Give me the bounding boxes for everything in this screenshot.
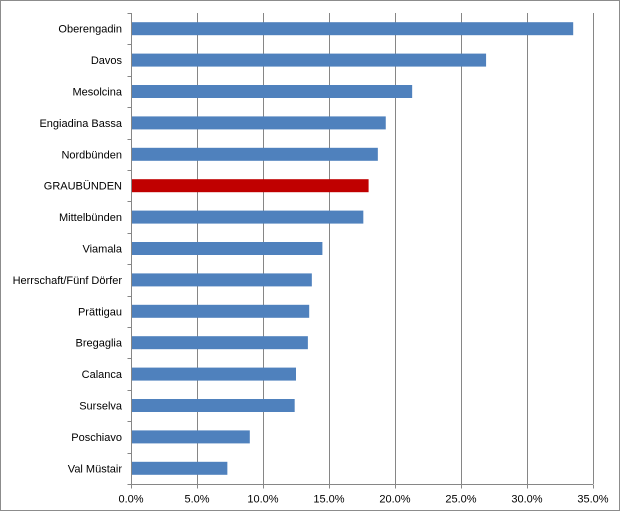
category-label-3: Engiadina Bassa [39, 118, 122, 130]
bar-1 [131, 53, 487, 67]
bar-7 [131, 242, 323, 255]
bar-11 [131, 367, 296, 381]
category-label-8: Herrschaft/Fünf Dörfer [13, 275, 123, 287]
category-label-4: Nordbünden [61, 149, 122, 161]
category-label-2: Mesolcina [72, 87, 122, 99]
x-tick-label-2: 10.0% [247, 494, 278, 506]
category-label-6: Mittelbünden [59, 212, 122, 224]
bar-14 [131, 461, 228, 475]
bar-0 [131, 22, 574, 36]
bar-4 [131, 147, 378, 161]
bar-12 [131, 399, 295, 412]
x-tick-label-6: 30.0% [511, 494, 542, 506]
x-tick-label-1: 5.0% [184, 494, 209, 506]
x-tick-label-3: 15.0% [313, 494, 344, 506]
tick-labels: 0.0% 5.0% 10.0% 15.0% 20.0% 25.0% 30.0% 35.0% [118, 494, 608, 506]
x-tick-label-4: 20.0% [379, 494, 410, 506]
category-label-7: Viamala [82, 244, 122, 256]
x-tick-label-7: 35.0% [577, 494, 608, 506]
category-label-0: Oberengadin [58, 24, 122, 36]
category-label-11: Calanca [82, 369, 123, 381]
category-label-13: Poschiavo [71, 432, 122, 444]
bar-8 [131, 273, 312, 287]
category-labels: Oberengadin Davos Mesolcina Engiadina Bassa… [13, 24, 123, 476]
category-label-1: Davos [91, 55, 123, 67]
category-label-9: Prättigau [78, 306, 122, 318]
bar-2 [131, 85, 413, 98]
bar-6 [131, 210, 364, 224]
category-label-10: Bregaglia [76, 338, 123, 350]
bar-3 [131, 116, 386, 130]
axes [127, 13, 594, 489]
bars [131, 22, 574, 475]
bar-13 [131, 430, 250, 444]
bar-5 [131, 179, 369, 193]
x-tick-label-5: 25.0% [445, 494, 476, 506]
category-label-12: Surselva [79, 401, 123, 413]
x-tick-label-0: 0.0% [118, 494, 143, 506]
bar-9 [131, 304, 310, 318]
category-label-5: GRAUBÜNDEN [44, 181, 122, 193]
bar-10 [131, 336, 308, 350]
category-label-14: Val Müstair [68, 463, 123, 475]
